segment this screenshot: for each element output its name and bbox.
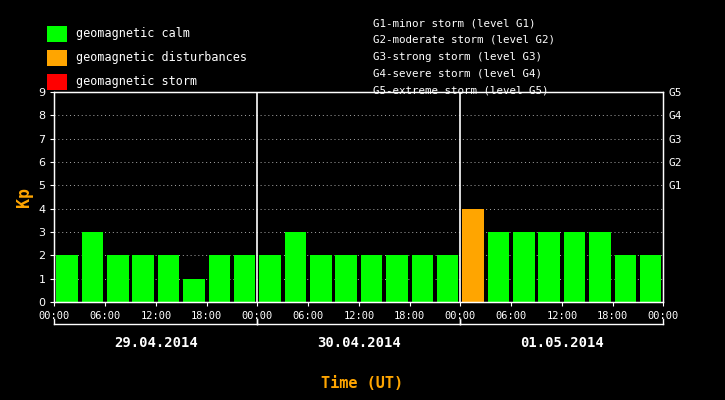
Text: G4-severe storm (level G4): G4-severe storm (level G4) (373, 68, 542, 78)
Bar (564, 232, 585, 302)
Text: Time (UT): Time (UT) (321, 376, 404, 391)
Bar (209, 255, 230, 302)
Bar (386, 255, 407, 302)
Bar (640, 255, 661, 302)
Bar (133, 255, 154, 302)
Text: geomagnetic calm: geomagnetic calm (76, 28, 190, 40)
Text: 29.04.2014: 29.04.2014 (114, 336, 198, 350)
Bar (234, 255, 255, 302)
Bar (310, 255, 331, 302)
Bar (285, 232, 306, 302)
Text: G5-extreme storm (level G5): G5-extreme storm (level G5) (373, 85, 549, 95)
Bar (158, 255, 179, 302)
Bar (589, 232, 610, 302)
Bar (615, 255, 636, 302)
Bar (412, 255, 433, 302)
Text: G3-strong storm (level G3): G3-strong storm (level G3) (373, 52, 542, 62)
Bar (336, 255, 357, 302)
Bar (361, 255, 382, 302)
Bar (513, 232, 534, 302)
Bar (107, 255, 128, 302)
Bar (488, 232, 509, 302)
Y-axis label: Kp: Kp (14, 187, 33, 207)
Text: geomagnetic disturbances: geomagnetic disturbances (76, 52, 247, 64)
Bar (183, 279, 204, 302)
Text: G1-minor storm (level G1): G1-minor storm (level G1) (373, 18, 536, 28)
Bar (463, 209, 484, 302)
Bar (82, 232, 103, 302)
Text: 01.05.2014: 01.05.2014 (520, 336, 604, 350)
Text: G2-moderate storm (level G2): G2-moderate storm (level G2) (373, 35, 555, 45)
Text: geomagnetic storm: geomagnetic storm (76, 76, 197, 88)
Bar (539, 232, 560, 302)
Bar (437, 255, 458, 302)
Bar (260, 255, 281, 302)
Bar (57, 255, 78, 302)
Text: 30.04.2014: 30.04.2014 (317, 336, 401, 350)
